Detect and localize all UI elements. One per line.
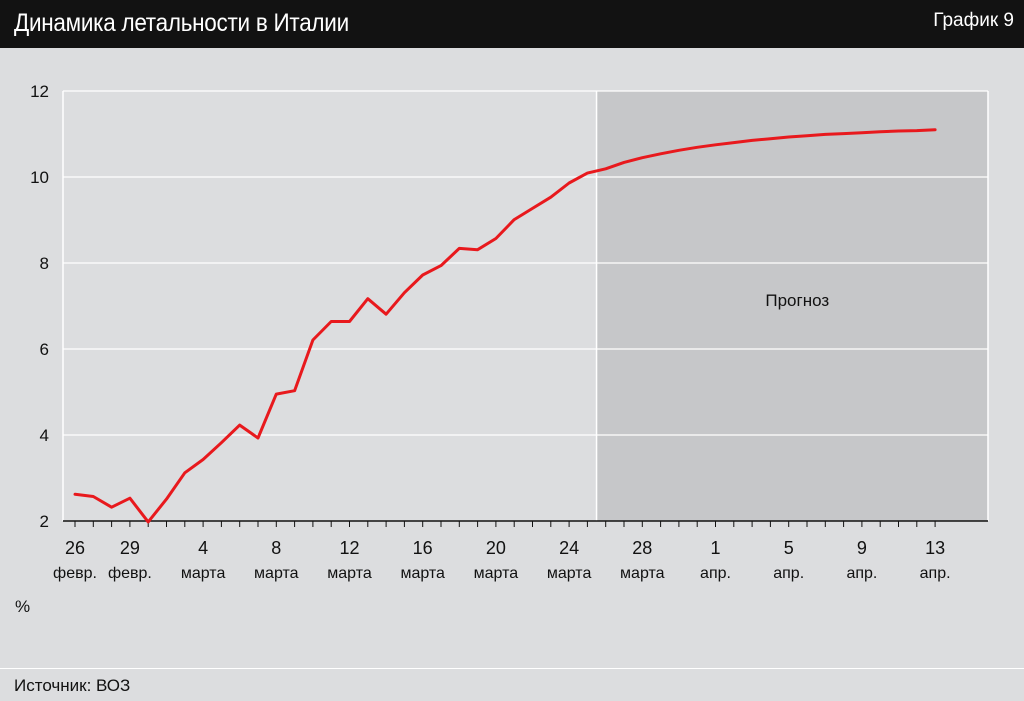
x-tick-label: 13 [925,538,945,558]
x-tick-label: апр. [846,565,877,582]
y-tick-label: 6 [40,340,49,359]
x-tick-label: 4 [198,538,208,558]
x-tick-label: февр. [53,565,97,582]
header-bar: Динамика летальности в Италии График 9 [0,0,1024,48]
x-tick-label: марта [400,565,445,582]
x-tick-label: 8 [271,538,281,558]
x-tick-label: февр. [108,565,152,582]
forecast-label: Прогноз [765,291,829,310]
chart-number: График 9 [933,10,1014,31]
x-tick-label: марта [181,565,226,582]
x-tick-label: 28 [632,538,652,558]
x-tick-label: марта [254,565,299,582]
x-tick-label: марта [327,565,372,582]
y-tick-label: 8 [40,254,49,273]
x-tick-label: 16 [413,538,433,558]
y-tick-label: 4 [40,426,49,445]
x-tick-label: марта [474,565,519,582]
x-tick-label: марта [547,565,592,582]
x-tick-label: 29 [120,538,140,558]
y-axis-label: % [15,597,30,616]
line-chart: Прогноз2468101226февр.29февр.4марта8март… [15,82,989,616]
x-tick-label: 5 [784,538,794,558]
y-tick-label: 2 [40,512,49,531]
x-tick-label: 26 [65,538,85,558]
series-line [73,128,937,524]
chart-title: Динамика летальности в Италии [14,9,349,37]
y-tick-label: 12 [30,82,49,101]
x-tick-label: 20 [486,538,506,558]
x-tick-label: марта [620,565,665,582]
x-tick-label: 1 [710,538,720,558]
footer-divider [0,668,1024,669]
x-tick-label: апр. [920,565,951,582]
x-tick-label: 12 [339,538,359,558]
x-tick-label: апр. [700,565,731,582]
x-tick-label: 9 [857,538,867,558]
source-note: Источник: ВОЗ [14,676,131,695]
y-tick-label: 10 [30,168,49,187]
x-tick-label: 24 [559,538,579,558]
forecast-region [596,91,988,521]
x-tick-label: апр. [773,565,804,582]
